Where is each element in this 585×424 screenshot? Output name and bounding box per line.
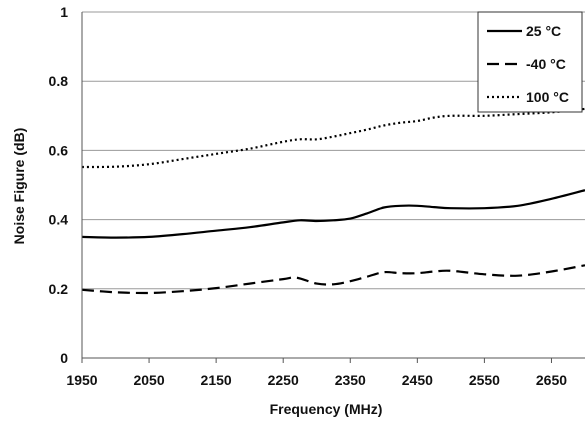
legend-label: 25 °C — [526, 23, 561, 39]
x-tick-labels: 1950 2050 2150 2250 2350 2450 2550 2650 — [66, 358, 567, 388]
x-tick-label: 2350 — [335, 372, 366, 388]
axes — [81, 12, 585, 359]
x-tick-label: 2250 — [268, 372, 299, 388]
y-axis-title: Noise Figure (dB) — [11, 128, 27, 245]
legend-box — [477, 11, 583, 113]
y-tick-label: 0.6 — [49, 142, 69, 158]
x-tick-label: 1950 — [66, 372, 97, 388]
y-tick-labels: 0 0.2 0.4 0.6 0.8 1 — [49, 4, 69, 366]
legend-label: 100 °C — [526, 89, 569, 105]
x-axis-title: Frequency (MHz) — [270, 401, 383, 417]
x-tick-label: 2050 — [133, 372, 164, 388]
y-tick-label: 0.8 — [49, 73, 69, 89]
y-tick-label: 0.2 — [49, 281, 69, 297]
x-tick-label: 2450 — [402, 372, 433, 388]
y-tick-label: 0 — [60, 350, 68, 366]
y-tick-label: 0.4 — [49, 212, 69, 228]
y-tick-label: 1 — [60, 4, 68, 20]
series-line — [81, 107, 585, 169]
series-layer — [81, 107, 585, 295]
x-tick-label: 2650 — [536, 372, 567, 388]
series-line — [81, 264, 585, 295]
legend: 25 °C -40 °C 100 °C — [477, 11, 583, 113]
x-tick-label: 2550 — [469, 372, 500, 388]
legend-label: -40 °C — [526, 56, 566, 72]
x-tick-label: 2150 — [201, 372, 232, 388]
series-line — [81, 189, 585, 239]
